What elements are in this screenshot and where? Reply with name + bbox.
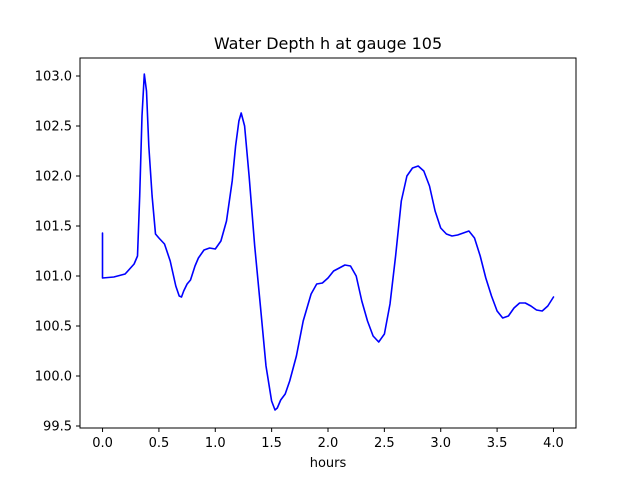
- y-tick-label: 103.0: [35, 70, 72, 85]
- x-tick-label: 0.0: [92, 436, 113, 451]
- y-tick-label: 102.5: [35, 120, 72, 135]
- y-tick-label: 99.5: [43, 420, 72, 435]
- x-tick-label: 0.5: [149, 436, 170, 451]
- x-tick-label: 3.0: [430, 436, 451, 451]
- chart-title: Water Depth h at gauge 105: [214, 34, 442, 53]
- x-tick-label: 2.0: [318, 436, 339, 451]
- y-tick-label: 101.5: [35, 220, 72, 235]
- y-axis-ticks: 99.5 100.0 100.5 101.0 101.5 102.0 102.5 103.0: [35, 70, 80, 435]
- x-tick-label: 3.5: [487, 436, 508, 451]
- x-tick-label: 1.0: [205, 436, 226, 451]
- x-tick-label: 2.5: [374, 436, 395, 451]
- x-tick-label: 4.0: [543, 436, 564, 451]
- y-tick-label: 100.5: [35, 320, 72, 335]
- y-tick-label: 102.0: [35, 170, 72, 185]
- depth-series-line: [101, 73, 555, 411]
- y-tick-label: 100.0: [35, 370, 72, 385]
- x-axis-label: hours: [310, 456, 347, 471]
- y-tick-label: 101.0: [35, 270, 72, 285]
- plot-area: [80, 58, 576, 428]
- x-axis-ticks: 0.0 0.5 1.0 1.5 2.0 2.5 3.0 3.5 4.0: [92, 428, 564, 451]
- series-layer: [101, 73, 555, 411]
- x-tick-label: 1.5: [261, 436, 282, 451]
- plot-frame: [79, 57, 577, 429]
